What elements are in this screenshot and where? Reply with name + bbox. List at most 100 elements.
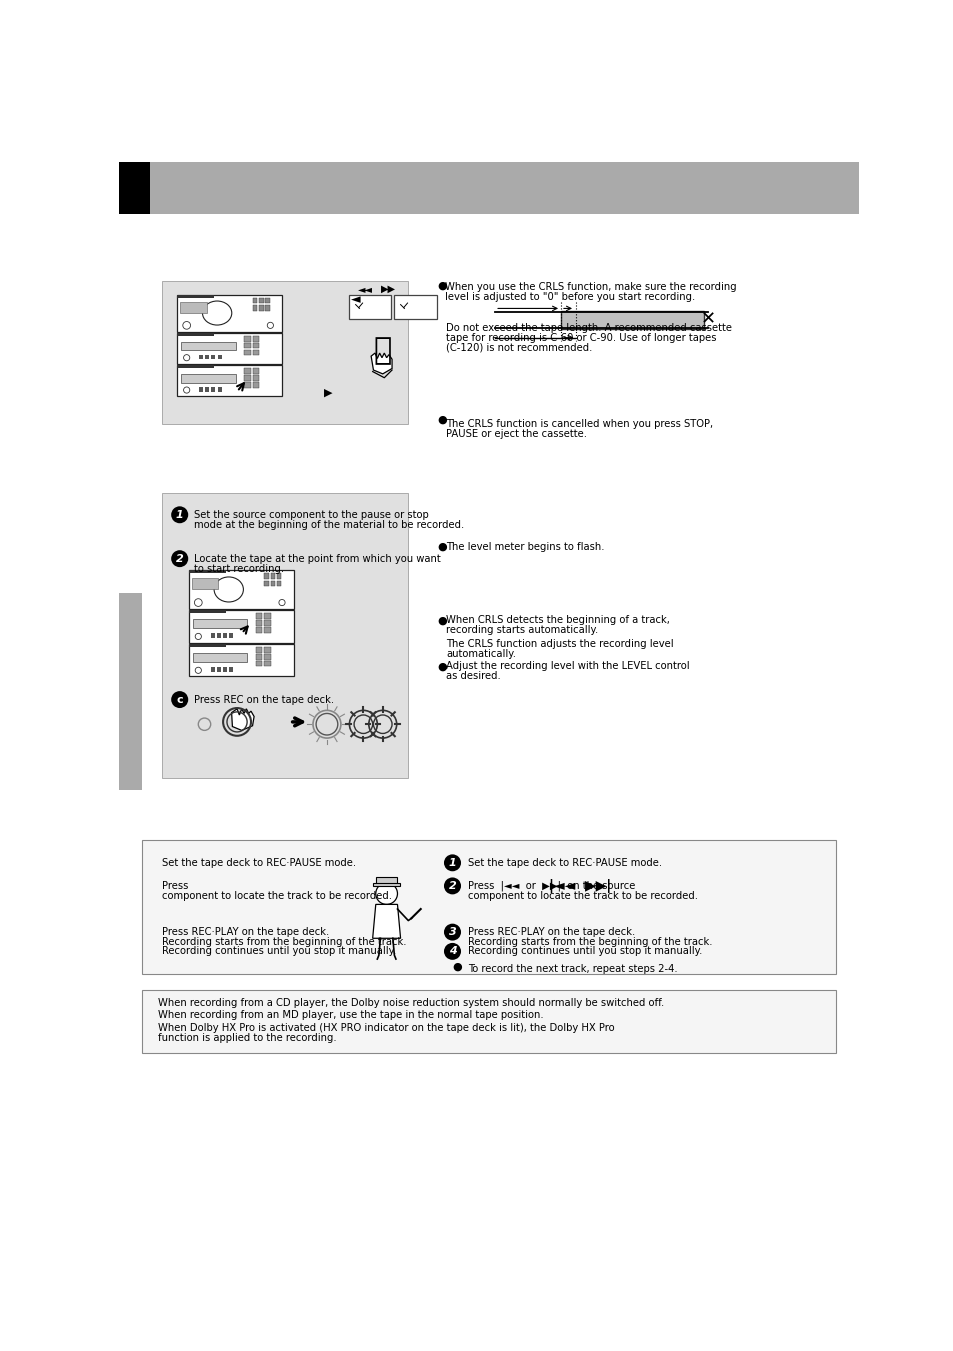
Circle shape (171, 692, 188, 708)
Text: |◄◄  ▶▶|: |◄◄ ▶▶| (549, 880, 611, 893)
Circle shape (195, 634, 201, 639)
Text: c: c (176, 694, 183, 705)
Text: component to locate the track to be recorded.: component to locate the track to be reco… (468, 890, 698, 901)
Circle shape (183, 386, 190, 393)
Bar (264, 627, 271, 632)
Bar (276, 573, 281, 578)
Bar (177, 334, 213, 336)
Bar (162, 281, 408, 424)
Bar (255, 613, 262, 619)
Bar (244, 369, 251, 374)
Circle shape (183, 354, 190, 361)
Circle shape (267, 323, 274, 328)
Bar (189, 611, 225, 613)
Text: Locate the tape at the point from which you want: Locate the tape at the point from which … (194, 554, 440, 563)
Bar (162, 493, 408, 778)
Text: When recording from an MD player, use the tape in the normal tape position.: When recording from an MD player, use th… (158, 1011, 543, 1020)
Text: 𝄐: 𝄐 (374, 336, 392, 365)
Text: automatically.: automatically. (446, 648, 516, 659)
Text: tape for recording is C-60 or C-90. Use of longer tapes: tape for recording is C-60 or C-90. Use … (446, 332, 716, 343)
Text: 2: 2 (448, 881, 456, 890)
Bar (255, 620, 262, 626)
Text: ◄◄: ◄◄ (357, 284, 373, 295)
Bar (142, 990, 835, 1052)
Bar (560, 311, 703, 330)
Text: 1: 1 (175, 509, 183, 520)
Circle shape (183, 322, 191, 330)
Bar (189, 644, 294, 677)
Circle shape (171, 507, 188, 523)
Bar (223, 634, 227, 638)
Text: to start recording.: to start recording. (194, 563, 284, 574)
Bar (255, 627, 262, 632)
Bar (189, 644, 225, 647)
Text: 1: 1 (448, 858, 456, 867)
Circle shape (443, 924, 460, 940)
Bar (375, 877, 397, 885)
Bar (373, 882, 399, 886)
Bar (244, 382, 251, 388)
Bar (264, 647, 271, 653)
Text: ▶▶: ▶▶ (381, 284, 396, 295)
Bar (253, 297, 257, 303)
Bar (265, 305, 270, 311)
Polygon shape (232, 709, 253, 731)
Bar (255, 661, 262, 666)
Text: Set the source component to the pause or stop: Set the source component to the pause or… (194, 509, 429, 520)
Bar (193, 619, 247, 628)
Bar (244, 343, 251, 349)
Circle shape (171, 550, 188, 567)
Bar (229, 667, 233, 671)
Bar (229, 634, 233, 638)
Text: recording starts automatically.: recording starts automatically. (446, 626, 598, 635)
Text: ▶: ▶ (324, 388, 333, 399)
Bar (255, 654, 262, 659)
Bar (181, 342, 235, 350)
Bar (217, 354, 221, 359)
Bar (244, 376, 251, 381)
Text: ●: ● (436, 415, 446, 426)
Text: Press REC·PLAY on the tape deck.: Press REC·PLAY on the tape deck. (468, 927, 635, 938)
Text: mode at the beginning of the material to be recorded.: mode at the beginning of the material to… (194, 520, 464, 530)
Bar (212, 354, 215, 359)
Bar (177, 334, 282, 363)
Bar (264, 654, 271, 659)
Bar (223, 667, 227, 671)
Bar (244, 336, 251, 342)
Bar (276, 581, 281, 586)
Text: When recording from a CD player, the Dolby noise reduction system should normall: When recording from a CD player, the Dol… (158, 998, 663, 1008)
Bar (253, 343, 259, 349)
Bar (253, 305, 257, 311)
Bar (189, 611, 294, 643)
Text: When CRLS detects the beginning of a track,: When CRLS detects the beginning of a tra… (446, 615, 669, 626)
Polygon shape (371, 353, 392, 374)
Text: When Dolby HX Pro is activated (HX PRO indicator on the tape deck is lit), the D: When Dolby HX Pro is activated (HX PRO i… (158, 1023, 614, 1032)
Bar (244, 350, 251, 355)
Bar (216, 634, 220, 638)
Text: Do not exceed the tape length. A recommended cassette: Do not exceed the tape length. A recomme… (446, 323, 732, 332)
Text: Set the tape deck to REC·PAUSE mode.: Set the tape deck to REC·PAUSE mode. (162, 858, 355, 867)
Bar (181, 374, 235, 382)
Text: ●: ● (436, 615, 446, 626)
Bar (258, 297, 263, 303)
Text: function is applied to the recording.: function is applied to the recording. (158, 1032, 336, 1043)
Bar (177, 365, 282, 396)
Text: 4: 4 (448, 946, 456, 957)
Bar (177, 295, 213, 297)
Circle shape (194, 598, 202, 607)
Bar (205, 354, 209, 359)
Bar (253, 350, 259, 355)
Bar (211, 667, 214, 671)
Ellipse shape (202, 301, 232, 326)
Bar (119, 162, 858, 215)
Bar (264, 620, 271, 626)
Text: Recording continues until you stop it manually.: Recording continues until you stop it ma… (468, 946, 701, 957)
Bar (177, 295, 282, 331)
Text: ●: ● (436, 662, 446, 671)
Bar (271, 581, 274, 586)
Ellipse shape (213, 577, 243, 603)
Bar (253, 382, 259, 388)
Text: 2: 2 (175, 554, 183, 563)
Bar (348, 295, 391, 319)
Circle shape (278, 600, 285, 605)
